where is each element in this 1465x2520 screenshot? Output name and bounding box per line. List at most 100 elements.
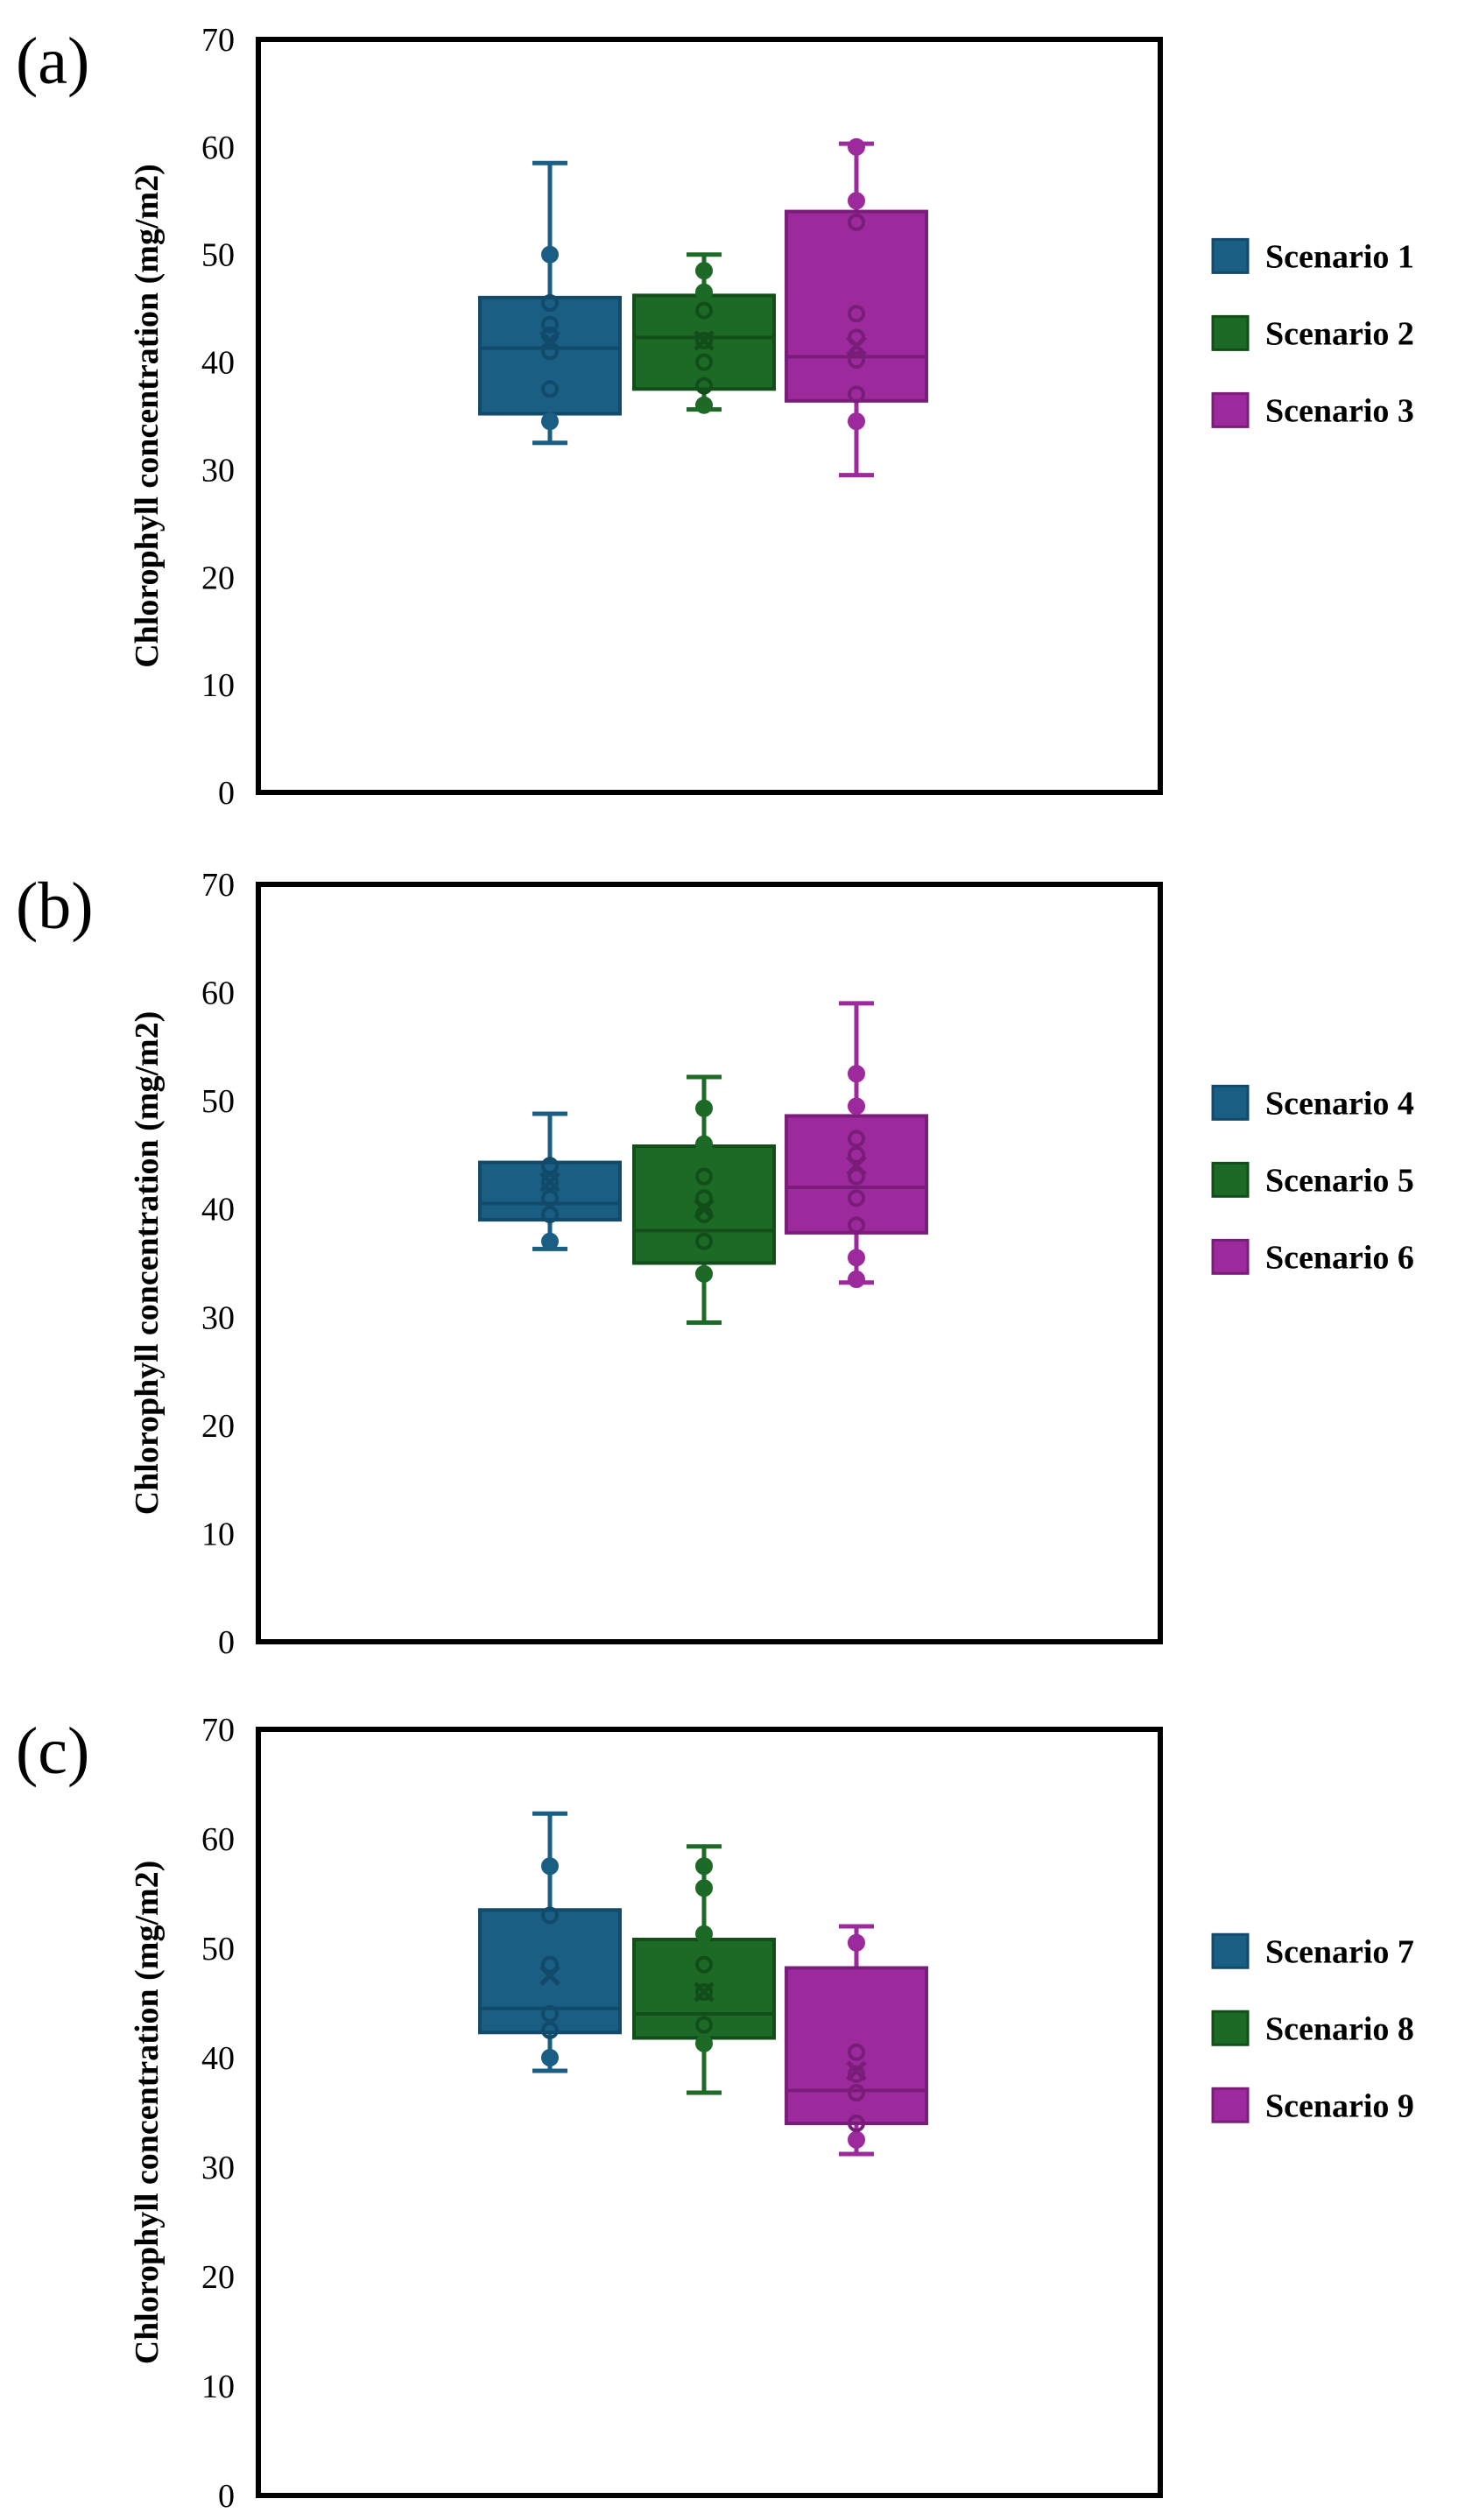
legend-swatch [1211,314,1250,351]
legend-label: Scenario 1 [1265,238,1414,275]
plot-frame [256,882,1163,1644]
y-tick-label: 20 [201,1408,235,1445]
y-tick-label: 30 [201,1299,235,1336]
data-point [695,1879,713,1897]
y-tick-label: 50 [201,1931,235,1967]
y-tick-label: 70 [201,867,235,904]
data-point [541,1172,559,1191]
legend-label: Scenario 3 [1265,392,1414,429]
data-point [695,1955,713,1974]
data-point [695,1167,713,1186]
data-point [848,2115,865,2132]
data-point [848,213,865,231]
y-tick-label: 40 [201,345,235,382]
mean-marker-stroke [846,335,867,356]
y-tick-label: 10 [201,667,235,704]
legend-label: Scenario 6 [1265,1239,1414,1276]
mean-marker [694,1198,715,1220]
box-scenario-7 [478,1811,622,2073]
data-point [541,380,559,398]
data-point [848,412,865,431]
y-tick-label: 20 [201,2259,235,2296]
y-tick-label: 10 [201,1516,235,1552]
y-tick-label: 70 [201,1712,235,1749]
legend-swatch [1211,391,1250,428]
data-point [541,245,559,264]
data-point [695,1099,713,1117]
box-scenario-9 [785,1924,928,2157]
mean-marker [846,335,867,356]
data-point [848,385,865,404]
data-point [848,1216,865,1235]
data-point [541,294,559,312]
mean-marker-stroke [846,2060,867,2081]
plot-frame [256,37,1163,795]
mean-marker [539,1965,560,1987]
mean-marker-stroke [539,330,560,351]
data-point [848,305,865,323]
data-point [695,1189,713,1207]
legend-item: Scenario 2 [1211,314,1414,352]
legend-item: Scenario 3 [1211,391,1414,429]
panel-1: (a) Chlorophyll concentration (mg/m2) 0 10 2… [16,22,1414,812]
legend-swatch [1211,1161,1250,1198]
data-point [695,1983,713,2001]
legend-item: Scenario 5 [1211,1161,1414,1199]
data-point [848,1097,865,1116]
data-point [695,1925,713,1943]
legend-label: Scenario 8 [1265,2010,1414,2047]
data-point [848,1065,865,1083]
y-tick-label: 30 [201,452,235,489]
data-point [848,1249,865,1267]
legend-item: Scenario 1 [1211,237,1414,275]
legend-item: Scenario 7 [1211,1932,1414,1970]
data-point [695,332,713,349]
data-point [848,2084,865,2101]
mean-marker [694,1982,715,2003]
y-tick-label: 40 [201,1192,235,1228]
y-tick-label: 50 [201,1083,235,1120]
y-tick-label: 0 [218,2478,235,2515]
data-point [541,2005,559,2023]
box-iqr [632,1938,776,2040]
data-point [848,1130,865,1148]
mean-marker [539,330,560,351]
data-point [695,2034,713,2052]
data-point [695,1857,713,1876]
legend-swatch [1211,1932,1250,1969]
y-tick-label: 40 [201,2040,235,2077]
box-scenario-2 [632,252,776,414]
mean-marker [694,330,715,351]
data-point [695,396,713,414]
y-tick-label: 60 [201,130,235,166]
panel-label: (b) [16,869,94,943]
data-point [848,192,865,210]
data-point [541,1906,559,1925]
data-point [848,1271,865,1289]
y-tick-label: 0 [218,1624,235,1661]
panel-label: (a) [16,25,89,98]
y-tick-label: 10 [201,2369,235,2405]
data-point [695,1135,713,1153]
mean-marker [846,1155,867,1177]
mean-marker [846,2060,867,2081]
data-point [541,2049,559,2066]
data-point [695,377,713,395]
box-scenario-8 [632,1844,776,2095]
legend-swatch [1211,237,1250,274]
data-point [541,1189,559,1207]
data-point [848,1167,865,1186]
data-point [541,1857,559,1876]
mean-marker-stroke [694,1198,715,1220]
legend-label: Scenario 2 [1265,315,1414,352]
panel-3: (c) Chlorophyll concentration (mg/m2) 0 10 2… [16,1712,1414,2515]
legend-label: Scenario 9 [1265,2087,1414,2124]
legend-item: Scenario 4 [1211,1084,1414,1122]
panel-label: (c) [16,1714,89,1788]
legend-label: Scenario 5 [1265,1162,1414,1199]
data-point [695,353,713,371]
data-point [848,1933,865,1952]
data-point [848,1189,865,1207]
legend-item: Scenario 8 [1211,2010,1414,2047]
